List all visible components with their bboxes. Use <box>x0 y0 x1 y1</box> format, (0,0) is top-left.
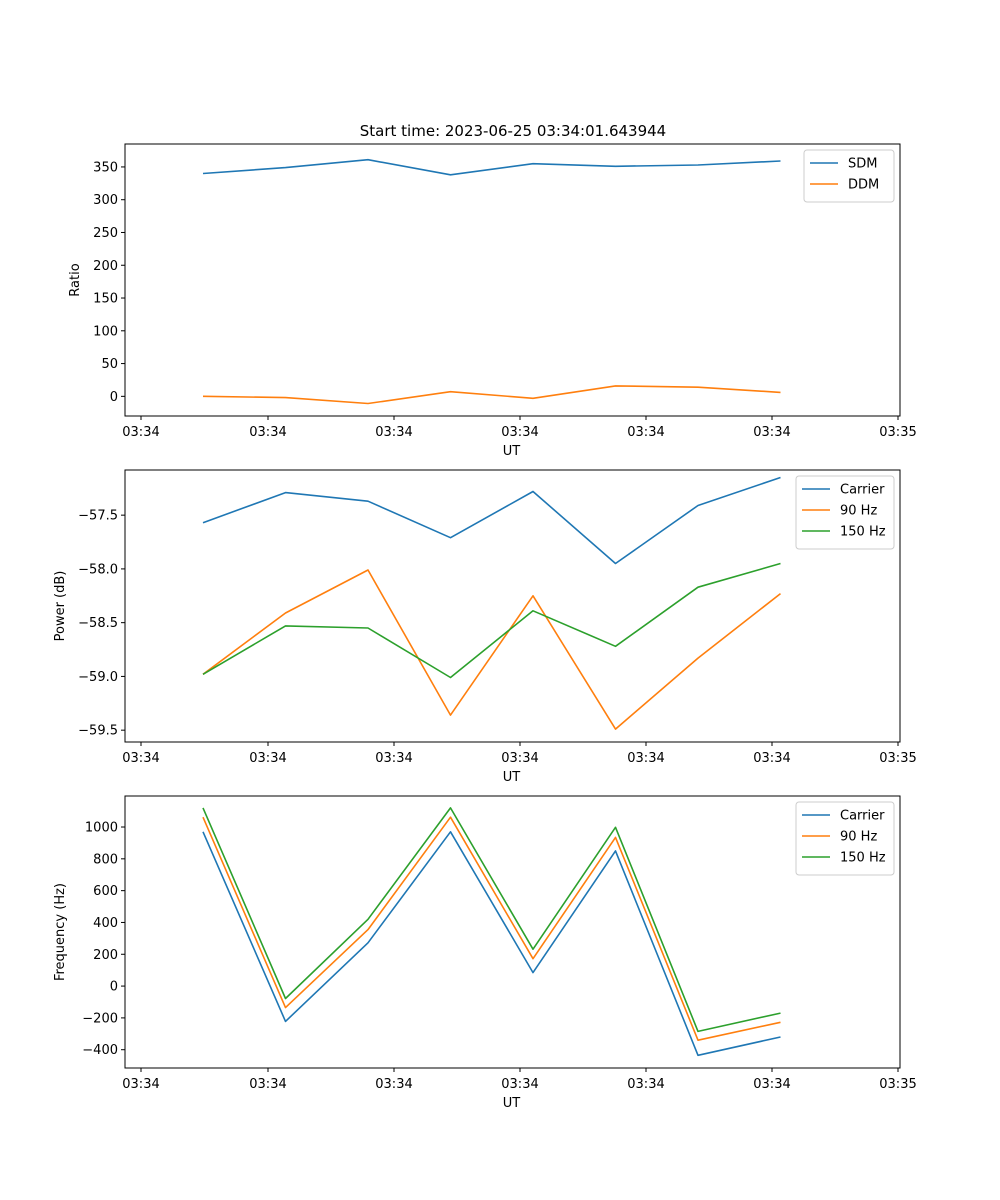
legend-label: 150 Hz <box>840 525 886 540</box>
y-tick-label: 600 <box>93 884 118 899</box>
subplots: 03:34 03:34 03:34 03:34 03:34 03:34 03:35 0 50 10… <box>53 143 917 1111</box>
y-tick-label: 100 <box>93 324 118 339</box>
subplot-1: 03:34 03:34 03:34 03:34 03:34 03:34 03:35 0 50 10… <box>68 143 917 459</box>
y-axis-label: Ratio <box>68 263 83 296</box>
x-tick-label: 03:34 <box>753 751 790 766</box>
series-line-ddm <box>202 385 781 405</box>
legend-label: 90 Hz <box>840 830 877 845</box>
axes-frame <box>124 143 901 417</box>
legend-label: Carrier <box>840 483 885 498</box>
y-tick-label: 300 <box>93 193 118 208</box>
x-tick-label: 03:34 <box>753 1077 790 1092</box>
y-axis-label: Frequency (Hz) <box>53 883 68 981</box>
x-axis-label: UT <box>503 770 521 785</box>
y-tick-label: 50 <box>101 357 118 372</box>
legend: SDM DDM <box>803 149 895 203</box>
x-tick-label: 03:34 <box>627 751 664 766</box>
series-line-150-hz <box>202 807 781 1033</box>
y-tick-label: −59.0 <box>78 670 118 685</box>
x-tick-label: 03:34 <box>122 425 159 440</box>
y-tick-label: 1000 <box>85 821 118 836</box>
legend-label: Carrier <box>840 809 885 824</box>
y-tick-label: 150 <box>93 292 118 307</box>
series-line-90-hz <box>202 569 781 730</box>
x-tick-label: 03:34 <box>627 1077 664 1092</box>
x-tick-label: 03:34 <box>249 425 286 440</box>
y-tick-label: 800 <box>93 852 118 867</box>
y-tick-label: −400 <box>82 1043 118 1058</box>
y-axis-label: Power (dB) <box>53 571 68 642</box>
axes-frame <box>124 795 901 1069</box>
legend-label: DDM <box>848 178 879 193</box>
series-line-carrier <box>202 476 781 565</box>
y-tick-label: 200 <box>93 948 118 963</box>
y-tick-label: −59.5 <box>78 724 118 739</box>
x-tick-label: 03:34 <box>375 425 412 440</box>
series-line-carrier <box>202 830 781 1057</box>
legend: Carrier 90 Hz 150 Hz <box>795 801 895 876</box>
x-tick-label: 03:34 <box>501 1077 538 1092</box>
y-tick-label: 0 <box>110 390 118 405</box>
axes-frame <box>124 469 901 743</box>
legend-label: 90 Hz <box>840 504 877 519</box>
y-tick-label: 250 <box>93 226 118 241</box>
y-tick-label: 400 <box>93 916 118 931</box>
x-tick-label: 03:34 <box>375 1077 412 1092</box>
y-tick-label: −58.0 <box>78 562 118 577</box>
x-tick-label: 03:34 <box>122 1077 159 1092</box>
x-tick-label: 03:34 <box>627 425 664 440</box>
y-tick-label: 200 <box>93 259 118 274</box>
y-tick-label: 0 <box>110 980 118 995</box>
x-tick-label: 03:34 <box>249 1077 286 1092</box>
y-tick-label: −200 <box>82 1011 118 1026</box>
series-line-90-hz <box>202 816 781 1041</box>
x-axis-label: UT <box>503 444 521 459</box>
y-tick-label: 350 <box>93 160 118 175</box>
x-tick-label: 03:34 <box>122 751 159 766</box>
legend: Carrier 90 Hz 150 Hz <box>795 475 895 550</box>
x-axis-label: UT <box>503 1096 521 1111</box>
y-tick-label: −58.5 <box>78 616 118 631</box>
x-tick-label: 03:34 <box>375 751 412 766</box>
x-tick-label: 03:35 <box>879 1077 916 1092</box>
x-tick-label: 03:34 <box>249 751 286 766</box>
subplot-3: 03:34 03:34 03:34 03:34 03:34 03:34 03:35 −400 −… <box>53 795 917 1111</box>
figure-title: Start time: 2023-06-25 03:34:01.643944 <box>360 122 666 140</box>
x-tick-label: 03:35 <box>879 751 916 766</box>
subplot-2: 03:34 03:34 03:34 03:34 03:34 03:34 03:35 −59.5… <box>53 469 917 785</box>
series-line-sdm <box>202 158 781 176</box>
y-tick-label: −57.5 <box>78 509 118 524</box>
x-tick-label: 03:35 <box>879 425 916 440</box>
legend-label: SDM <box>848 157 877 172</box>
x-tick-label: 03:34 <box>501 425 538 440</box>
x-tick-label: 03:34 <box>501 751 538 766</box>
series-line-150-hz <box>202 562 781 679</box>
x-tick-label: 03:34 <box>753 425 790 440</box>
legend-label: 150 Hz <box>840 851 886 866</box>
